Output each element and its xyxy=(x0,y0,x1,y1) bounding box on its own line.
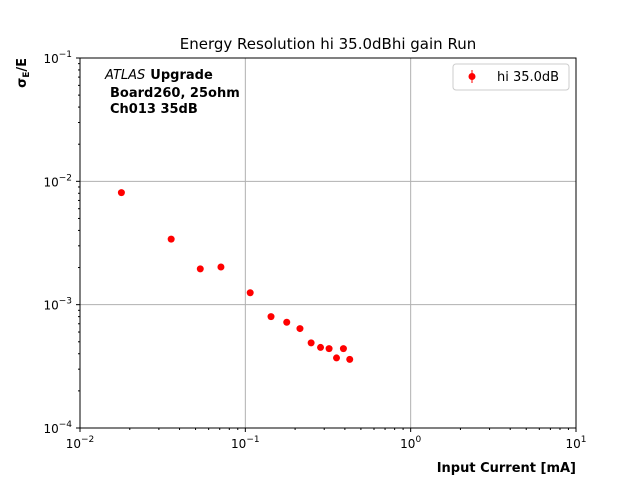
y-axis-ticks: 10−4 10−3 10−2 10−1 xyxy=(43,50,80,436)
annotation-italic: ATLAS xyxy=(104,68,145,83)
y-axis-label: σE/E xyxy=(15,58,32,88)
legend-box xyxy=(452,63,570,91)
data-point xyxy=(346,355,354,363)
y-tick-label: 10−4 xyxy=(43,420,72,436)
x-tick-label: 101 xyxy=(565,435,586,451)
data-point xyxy=(339,345,347,353)
data-point xyxy=(196,265,204,273)
x-axis-label: Input Current [mA] xyxy=(437,461,576,476)
data-point xyxy=(296,325,304,333)
data-point xyxy=(307,339,315,347)
plot-area-frame xyxy=(79,57,577,429)
data-point xyxy=(333,354,341,362)
data-point xyxy=(267,313,275,321)
legend: hi 35.0dB xyxy=(452,63,570,91)
data-point xyxy=(167,235,175,243)
data-point xyxy=(117,189,125,197)
x-tick-label: 10−1 xyxy=(231,435,260,451)
data-point xyxy=(246,289,254,297)
data-point xyxy=(317,343,325,351)
data-points xyxy=(117,189,354,363)
chart-title: Energy Resolution hi 35.0dBhi gain Run xyxy=(180,35,476,53)
x-tick-label: 10−2 xyxy=(66,435,95,451)
data-point xyxy=(283,318,291,326)
gridlines xyxy=(80,58,576,428)
atlas-annotation: ATLAS Upgrade Board260, 25ohm Ch013 35dB xyxy=(104,68,240,117)
y-tick-label: 10−3 xyxy=(43,297,72,313)
annotation-line3: Ch013 35dB xyxy=(110,102,198,117)
annotation-line2: Board260, 25ohm xyxy=(110,86,240,101)
x-tick-label: 100 xyxy=(400,435,421,451)
data-point xyxy=(325,345,333,353)
annotation-bold: Upgrade xyxy=(150,68,213,83)
y-tick-label: 10−2 xyxy=(43,173,72,189)
x-axis-ticks: 10−2 10−1 100 101 xyxy=(66,428,587,451)
legend-marker xyxy=(468,73,476,80)
y-tick-label: 10−1 xyxy=(43,50,72,66)
data-point xyxy=(217,263,225,271)
legend-label: hi 35.0dB xyxy=(497,70,559,85)
